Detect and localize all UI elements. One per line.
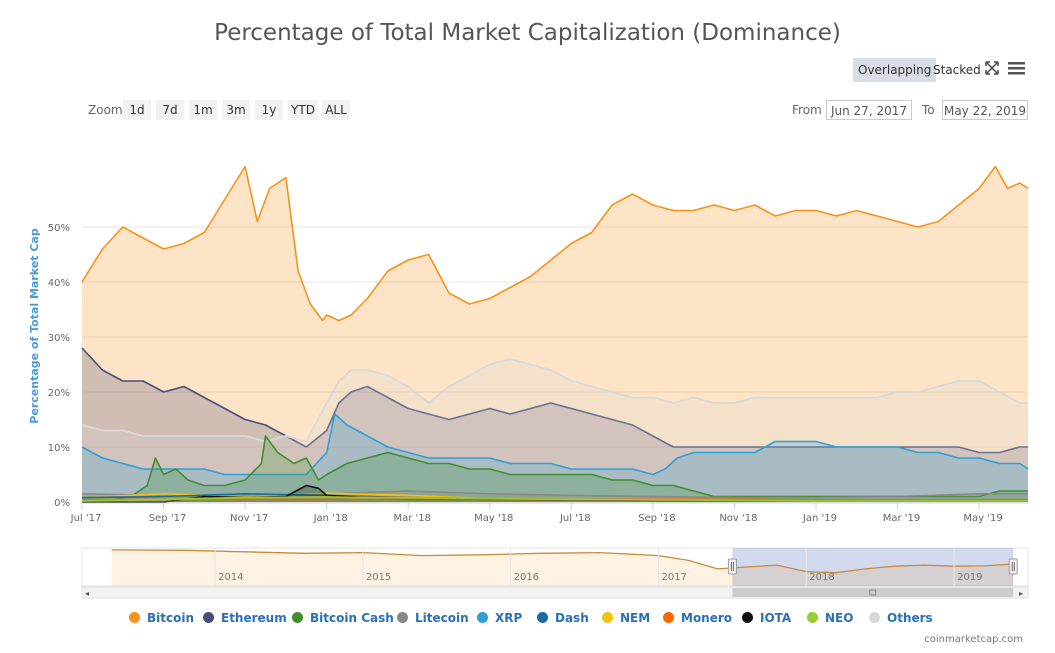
zoom-label: Zoom bbox=[88, 103, 123, 117]
stacked-button[interactable]: Stacked bbox=[933, 63, 981, 77]
zoom-1m-button[interactable]: 1m bbox=[189, 100, 217, 120]
x-tick-label: Jul '17 bbox=[70, 513, 102, 524]
series-line-neo bbox=[81, 496, 1028, 502]
x-tick-label: Jan '18 bbox=[313, 513, 348, 524]
legend-item-monero[interactable]: Monero bbox=[663, 611, 732, 625]
series-area-ethereum bbox=[82, 348, 1028, 502]
x-tick-label: Jul '18 bbox=[559, 513, 591, 524]
navigator-year-label: 2017 bbox=[661, 572, 686, 583]
legend-dot bbox=[663, 612, 674, 623]
x-tick-label: Nov '18 bbox=[719, 513, 757, 524]
scroll-left-icon: ◂ bbox=[85, 589, 89, 598]
x-tick-label: Jan '19 bbox=[802, 513, 837, 524]
series-area-bitcoin-cash bbox=[82, 436, 1028, 502]
scrollbar-track bbox=[81, 586, 1029, 599]
series-line-xrp bbox=[81, 413, 1029, 476]
legend-dot bbox=[807, 612, 818, 623]
legend-item-ethereum[interactable]: Ethereum bbox=[203, 611, 287, 625]
zoom-all-button[interactable]: ALL bbox=[322, 100, 350, 120]
zoom-1d-button[interactable]: 1d bbox=[123, 100, 151, 120]
x-tick-label: Sep '17 bbox=[149, 513, 187, 524]
legend-dot bbox=[397, 612, 408, 623]
overlapping-button[interactable]: Overlapping bbox=[853, 58, 937, 82]
legend-dot bbox=[742, 612, 753, 623]
from-date-input[interactable]: Jun 27, 2017 bbox=[826, 100, 912, 120]
legend-item-litecoin[interactable]: Litecoin bbox=[397, 611, 469, 625]
legend-item-bitcoin[interactable]: Bitcoin bbox=[129, 611, 194, 625]
series-line-bitcoin bbox=[81, 165, 1029, 322]
to-label: To bbox=[922, 103, 935, 117]
y-tick-label: 10% bbox=[48, 443, 70, 454]
legend-label: NEO bbox=[825, 611, 854, 625]
legend-dot bbox=[602, 612, 613, 623]
x-tick-label: May '18 bbox=[474, 513, 513, 524]
zoom-3m-button[interactable]: 3m bbox=[222, 100, 250, 120]
fullscreen-icon[interactable] bbox=[984, 60, 1000, 76]
from-label: From bbox=[792, 103, 822, 117]
legend-label: NEM bbox=[620, 611, 651, 625]
navigator-handle bbox=[1008, 558, 1018, 575]
series-area-others bbox=[82, 359, 1028, 502]
x-tick-label: Mar '19 bbox=[883, 513, 921, 524]
scroll-right-icon: ▸ bbox=[1019, 589, 1023, 598]
series-line-others bbox=[81, 358, 1028, 443]
navigator-line bbox=[111, 549, 1014, 574]
legend-label: Ethereum bbox=[221, 611, 287, 625]
to-date-input[interactable]: May 22, 2019 bbox=[942, 100, 1028, 120]
navigator-year-label: 2015 bbox=[366, 572, 391, 583]
zoom-7d-button[interactable]: 7d bbox=[156, 100, 184, 120]
legend-item-iota[interactable]: IOTA bbox=[742, 611, 791, 625]
legend-dot bbox=[203, 612, 214, 623]
navigator-year-label: 2018 bbox=[809, 572, 834, 583]
legend-label: Dash bbox=[555, 611, 589, 625]
navigator-area bbox=[111, 549, 1014, 586]
legend-label: XRP bbox=[495, 611, 523, 625]
navigator-year-label: 2016 bbox=[514, 572, 539, 583]
legend-label: Bitcoin Cash bbox=[310, 611, 394, 625]
legend-label: Monero bbox=[681, 611, 733, 625]
zoom-1y-button[interactable]: 1y bbox=[255, 100, 283, 120]
y-tick-label: 20% bbox=[48, 388, 70, 399]
navigator-frame bbox=[81, 547, 1029, 587]
y-tick-label: 40% bbox=[48, 278, 70, 289]
legend-label: Litecoin bbox=[415, 611, 469, 625]
legend-label: IOTA bbox=[760, 611, 792, 625]
legend-item-nem[interactable]: NEM bbox=[602, 611, 650, 625]
navigator-year-label: 2014 bbox=[218, 572, 243, 583]
navigator-selection bbox=[732, 548, 1014, 586]
legend-dot bbox=[537, 612, 548, 623]
menu-icon[interactable] bbox=[1008, 60, 1026, 76]
zoom-ytd-button[interactable]: YTD bbox=[288, 100, 318, 120]
x-tick-label: May '19 bbox=[963, 513, 1002, 524]
legend-item-neo[interactable]: NEO bbox=[807, 611, 853, 625]
legend-item-xrp[interactable]: XRP bbox=[477, 611, 522, 625]
scrollbar-thumb bbox=[732, 588, 1014, 597]
legend-dot bbox=[869, 612, 880, 623]
chart-title: Percentage of Total Market Capitalizatio… bbox=[214, 20, 841, 46]
legend: Bitcoin Ethereum Bitcoin Cash Litecoin X… bbox=[0, 611, 1055, 629]
y-tick-label: 0% bbox=[54, 498, 70, 509]
legend-item-bitcoin-cash[interactable]: Bitcoin Cash bbox=[292, 611, 394, 625]
x-tick-label: Mar '18 bbox=[393, 513, 431, 524]
legend-dot bbox=[129, 612, 140, 623]
y-tick-label: 50% bbox=[48, 223, 70, 234]
legend-label: Bitcoin bbox=[147, 611, 195, 625]
y-axis-title: Percentage of Total Market Cap bbox=[28, 228, 41, 424]
credit-link[interactable]: coinmarketcap.com bbox=[924, 634, 1023, 645]
x-tick-label: Sep '18 bbox=[638, 513, 676, 524]
legend-dot bbox=[292, 612, 303, 623]
scrollbar-grip bbox=[869, 589, 877, 596]
legend-item-dash[interactable]: Dash bbox=[537, 611, 589, 625]
navigator-handle bbox=[727, 558, 737, 575]
x-tick-label: Nov '17 bbox=[230, 513, 268, 524]
navigator-year-label: 2019 bbox=[957, 572, 982, 583]
legend-item-others[interactable]: Others bbox=[869, 611, 933, 625]
y-tick-label: 30% bbox=[48, 333, 70, 344]
legend-dot bbox=[477, 612, 488, 623]
legend-label: Others bbox=[887, 611, 933, 625]
